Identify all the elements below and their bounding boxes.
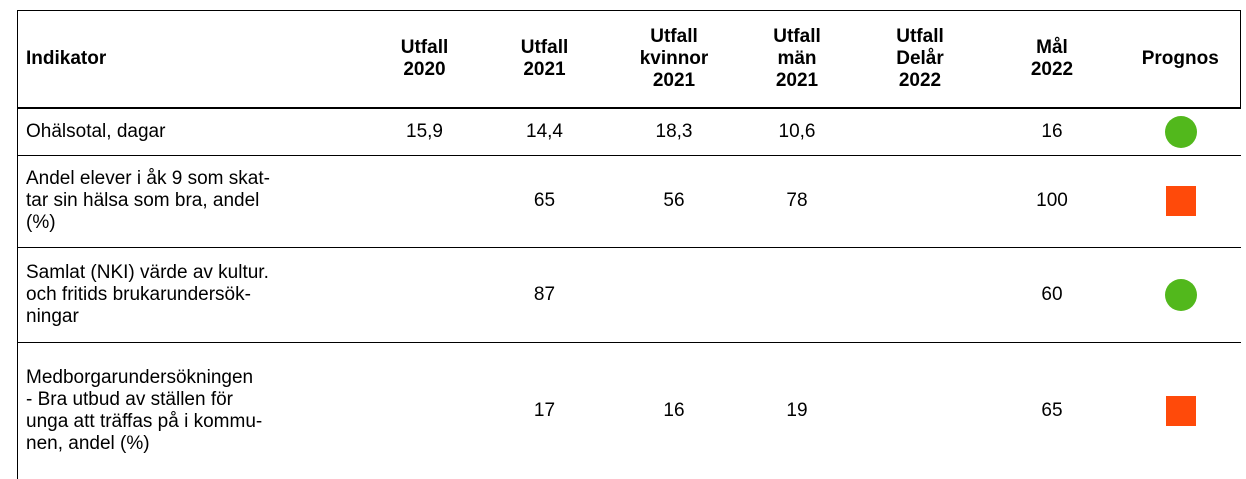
table-row: Andel elever i åk 9 som skat- tar sin hä… (17, 155, 1241, 247)
value-cell: 78 (786, 190, 808, 211)
empty-cell (611, 247, 738, 342)
empty-cell (857, 342, 984, 479)
value-cell: 56 (663, 190, 685, 211)
value-cell: 87 (533, 283, 556, 305)
indicator-table: Indikator Utfall 2020 Utfall 2021 Utfall kv… (17, 10, 1241, 479)
value-cell: 65 (533, 190, 556, 211)
prognos-icon (1164, 278, 1197, 311)
table-body: Ohälsotal, dagar 15,9 14,4 18,3 10,6 16 Andel … (17, 108, 1241, 479)
table-row: Ohälsotal, dagar 15,9 14,4 18,3 10,6 16 (17, 108, 1241, 155)
table-row: Samlat (NKI) värde av kultur. och fritid… (17, 247, 1241, 342)
indicator-cell: Andel elever i åk 9 som skat- tar sin hä… (17, 155, 371, 247)
indicator-cell: Samlat (NKI) värde av kultur. och fritid… (17, 247, 371, 342)
value-cell: 10,6 (778, 120, 816, 142)
prognos-icon (1165, 395, 1196, 426)
prognos-cell (1121, 342, 1241, 479)
empty-cell (857, 155, 984, 247)
value-cell: 19 (786, 399, 808, 421)
value-cell: 15,9 (406, 120, 443, 142)
empty-cell (857, 108, 984, 155)
value-cell: 100 (1036, 190, 1068, 211)
table-row: Medborgarundersökningen - Bra utbud av s… (17, 342, 1241, 479)
value-cell: 65 (1041, 399, 1063, 421)
header-cell: Prognos (1120, 10, 1241, 108)
value-cell: 60 (1041, 283, 1063, 305)
indicator-cell: Medborgarundersökningen - Bra utbud av s… (17, 342, 371, 479)
header-cell: Utfall män 2021 (737, 10, 857, 108)
value-cell: 17 (533, 399, 556, 421)
header-cell: Indikator (17, 10, 371, 108)
prognos-icon (1164, 115, 1197, 148)
prognos-icon (1165, 186, 1196, 216)
header-cell: Utfall 2021 (478, 10, 611, 108)
prognos-cell (1121, 108, 1241, 155)
indicator-cell: Ohälsotal, dagar (17, 108, 371, 155)
empty-cell (857, 247, 984, 342)
value-cell: 16 (663, 399, 685, 421)
empty-cell (371, 155, 479, 247)
value-cell: 14,4 (526, 120, 563, 142)
prognos-cell (1121, 247, 1241, 342)
header-cell: Utfall 2020 (370, 10, 479, 108)
header-cell: Utfall kvinnor 2021 (610, 10, 738, 108)
value-cell: 18,3 (655, 120, 693, 142)
value-cell: 16 (1041, 120, 1063, 142)
empty-cell (738, 247, 857, 342)
header-cell: Utfall Delår 2022 (856, 10, 984, 108)
prognos-cell (1121, 155, 1241, 247)
empty-cell (371, 247, 479, 342)
empty-cell (371, 342, 479, 479)
header-cell: Mål 2022 (983, 10, 1121, 108)
header-row: Indikator Utfall 2020 Utfall 2021 Utfall kv… (17, 10, 1241, 108)
